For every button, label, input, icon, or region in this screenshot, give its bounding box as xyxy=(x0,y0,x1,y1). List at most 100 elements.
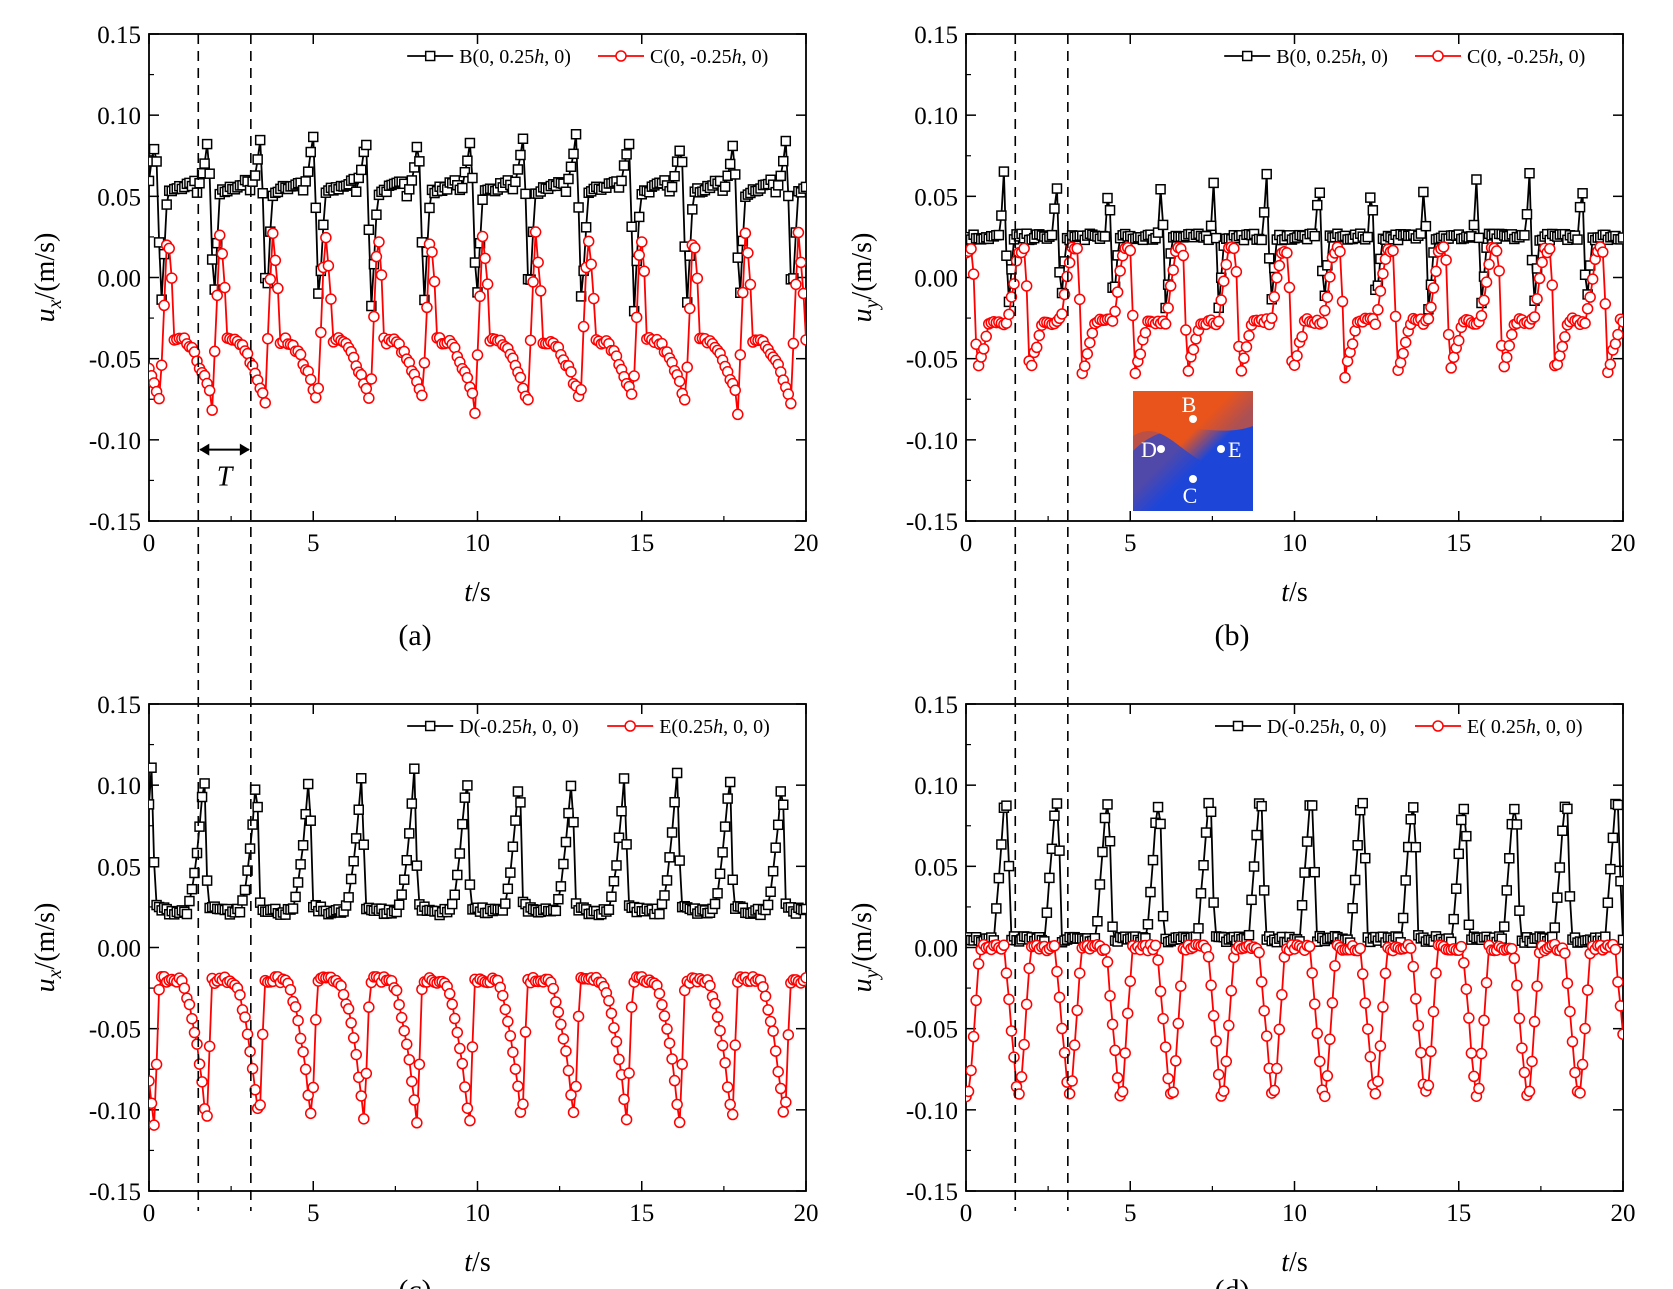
y-tick-label: 0.00 xyxy=(914,936,958,963)
data-point xyxy=(1054,845,1065,856)
data-point xyxy=(1478,1014,1490,1027)
data-point xyxy=(1473,1082,1485,1095)
data-point xyxy=(507,841,519,852)
data-point xyxy=(1607,832,1619,844)
data-point xyxy=(300,176,311,187)
data-point xyxy=(1543,243,1556,255)
y-tick-label: 0.10 xyxy=(914,773,958,800)
data-point xyxy=(785,397,797,410)
x-tick-label: 5 xyxy=(1124,1200,1137,1227)
data-point xyxy=(1111,286,1124,298)
data-point xyxy=(1612,976,1623,988)
data-point xyxy=(302,1089,314,1102)
data-point xyxy=(1369,1087,1382,1100)
data-point xyxy=(149,1119,160,1131)
data-point xyxy=(305,815,316,826)
data-point xyxy=(449,1012,461,1025)
data-point xyxy=(512,164,524,175)
data-point xyxy=(1106,315,1119,327)
data-point xyxy=(1357,797,1368,809)
data-point xyxy=(393,998,405,1011)
y-tick-label: -0.10 xyxy=(906,428,958,455)
data-point xyxy=(1086,327,1099,339)
data-point xyxy=(459,792,471,803)
data-point xyxy=(302,778,314,790)
data-point xyxy=(1203,797,1214,809)
legend-marker xyxy=(1241,50,1253,62)
data-point xyxy=(1349,874,1361,886)
data-point xyxy=(527,276,539,288)
data-point xyxy=(163,242,175,255)
data-point xyxy=(191,187,203,198)
data-point xyxy=(1425,1045,1437,1058)
data-point xyxy=(1145,886,1156,898)
data-point xyxy=(1377,267,1389,280)
data-point xyxy=(611,860,622,871)
data-point xyxy=(1440,254,1452,266)
data-point xyxy=(183,998,196,1011)
data-point xyxy=(618,160,630,171)
data-point xyxy=(712,888,723,899)
data-point xyxy=(772,819,784,831)
data-point xyxy=(201,1110,213,1122)
data-point xyxy=(1205,220,1217,232)
plot-frame xyxy=(148,703,807,1192)
data-point xyxy=(1263,253,1275,264)
data-point xyxy=(1516,1042,1528,1054)
data-point xyxy=(1251,829,1262,841)
data-point xyxy=(1212,315,1225,328)
data-point xyxy=(580,222,592,233)
legend-marker xyxy=(615,50,627,62)
data-point xyxy=(254,1099,266,1111)
data-point xyxy=(467,172,478,184)
x-tick-label: 5 xyxy=(307,1200,320,1227)
data-point xyxy=(783,190,794,202)
data-point xyxy=(241,1028,254,1041)
data-point xyxy=(724,158,736,170)
x-axis-label: t/s xyxy=(1281,1247,1307,1278)
data-point xyxy=(320,231,332,244)
data-point xyxy=(565,366,577,378)
data-point xyxy=(787,337,800,350)
data-point xyxy=(780,135,792,147)
data-point xyxy=(722,793,733,804)
data-point xyxy=(1063,1087,1076,1100)
data-point xyxy=(507,1046,519,1058)
data-point xyxy=(676,156,688,168)
data-point xyxy=(337,988,350,1001)
data-point xyxy=(1447,351,1460,364)
data-point xyxy=(325,293,337,305)
x-axis-label-unit: /s xyxy=(1289,577,1308,608)
data-point xyxy=(1079,360,1091,372)
data-point xyxy=(1243,330,1255,342)
data-point xyxy=(149,762,157,773)
data-point xyxy=(297,840,309,851)
data-point xyxy=(1104,204,1116,216)
data-point xyxy=(408,1094,421,1106)
y-tick-label: -0.15 xyxy=(89,509,141,536)
data-point xyxy=(775,786,786,797)
data-point xyxy=(1139,326,1152,339)
data-point xyxy=(1071,242,1083,255)
data-point xyxy=(396,889,407,900)
data-point xyxy=(1397,347,1409,360)
data-point xyxy=(466,1041,479,1053)
data-point xyxy=(1116,1085,1129,1098)
data-point xyxy=(322,260,335,272)
y-tick-label: -0.10 xyxy=(89,428,141,455)
data-point xyxy=(727,140,738,152)
data-point xyxy=(1309,230,1320,242)
data-point xyxy=(247,819,258,830)
x-tick-label: 10 xyxy=(465,1200,490,1227)
data-point xyxy=(1225,985,1238,997)
data-point xyxy=(673,375,686,388)
x-tick-label: 15 xyxy=(629,1200,654,1227)
data-point xyxy=(790,278,802,291)
data-point xyxy=(795,256,806,269)
data-point xyxy=(1127,309,1139,322)
x-axis-label-var: t xyxy=(464,577,473,608)
data-point xyxy=(1013,1088,1025,1100)
data-point xyxy=(1266,312,1278,324)
data-point xyxy=(608,875,620,887)
data-point xyxy=(1465,1047,1478,1059)
